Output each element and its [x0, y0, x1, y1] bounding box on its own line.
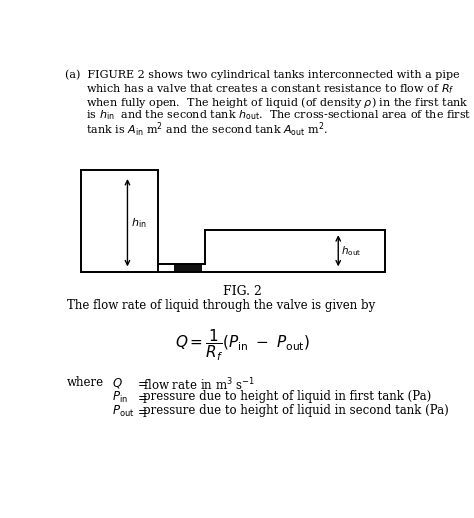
Text: $=$: $=$ [135, 376, 148, 390]
Text: The flow rate of liquid through the valve is given by: The flow rate of liquid through the valv… [67, 299, 375, 312]
Text: $h_{\rm in}$: $h_{\rm in}$ [131, 216, 147, 229]
Text: FIG. 2: FIG. 2 [223, 285, 263, 298]
Text: when fully open.  The height of liquid (of density $\rho$) in the first tank: when fully open. The height of liquid (o… [65, 95, 469, 110]
Text: flow rate in m$^3$ s$^{-1}$: flow rate in m$^3$ s$^{-1}$ [143, 376, 255, 393]
Text: $P_{\rm out}$: $P_{\rm out}$ [112, 404, 134, 419]
Text: pressure due to height of liquid in first tank (Pa): pressure due to height of liquid in firs… [143, 390, 431, 403]
Text: is $h_{\rm in}$  and the second tank $h_{\rm out}$.  The cross-sectional area of: is $h_{\rm in}$ and the second tank $h_{… [65, 108, 472, 122]
Text: tank is $A_{\rm in}$ m$^2$ and the second tank $A_{\rm out}$ m$^2$.: tank is $A_{\rm in}$ m$^2$ and the secon… [65, 121, 328, 139]
Text: pressure due to height of liquid in second tank (Pa): pressure due to height of liquid in seco… [143, 404, 449, 417]
Text: $P_{\rm in}$: $P_{\rm in}$ [112, 390, 128, 405]
Text: $h_{\rm out}$: $h_{\rm out}$ [341, 244, 362, 258]
Text: where: where [67, 376, 104, 390]
Text: $=$: $=$ [135, 390, 148, 403]
Text: $Q$: $Q$ [112, 376, 123, 391]
Text: $Q = \dfrac{1}{R_f}\left(P_{\rm in}\ -\ P_{\rm out}\right)$: $Q = \dfrac{1}{R_f}\left(P_{\rm in}\ -\ … [175, 328, 310, 363]
Text: $=$: $=$ [135, 404, 148, 417]
Text: (a)  FIGURE 2 shows two cylindrical tanks interconnected with a pipe: (a) FIGURE 2 shows two cylindrical tanks… [65, 70, 460, 80]
Bar [174, 264, 202, 272]
Text: which has a valve that creates a constant resistance to flow of $R_f$: which has a valve that creates a constan… [65, 82, 455, 96]
